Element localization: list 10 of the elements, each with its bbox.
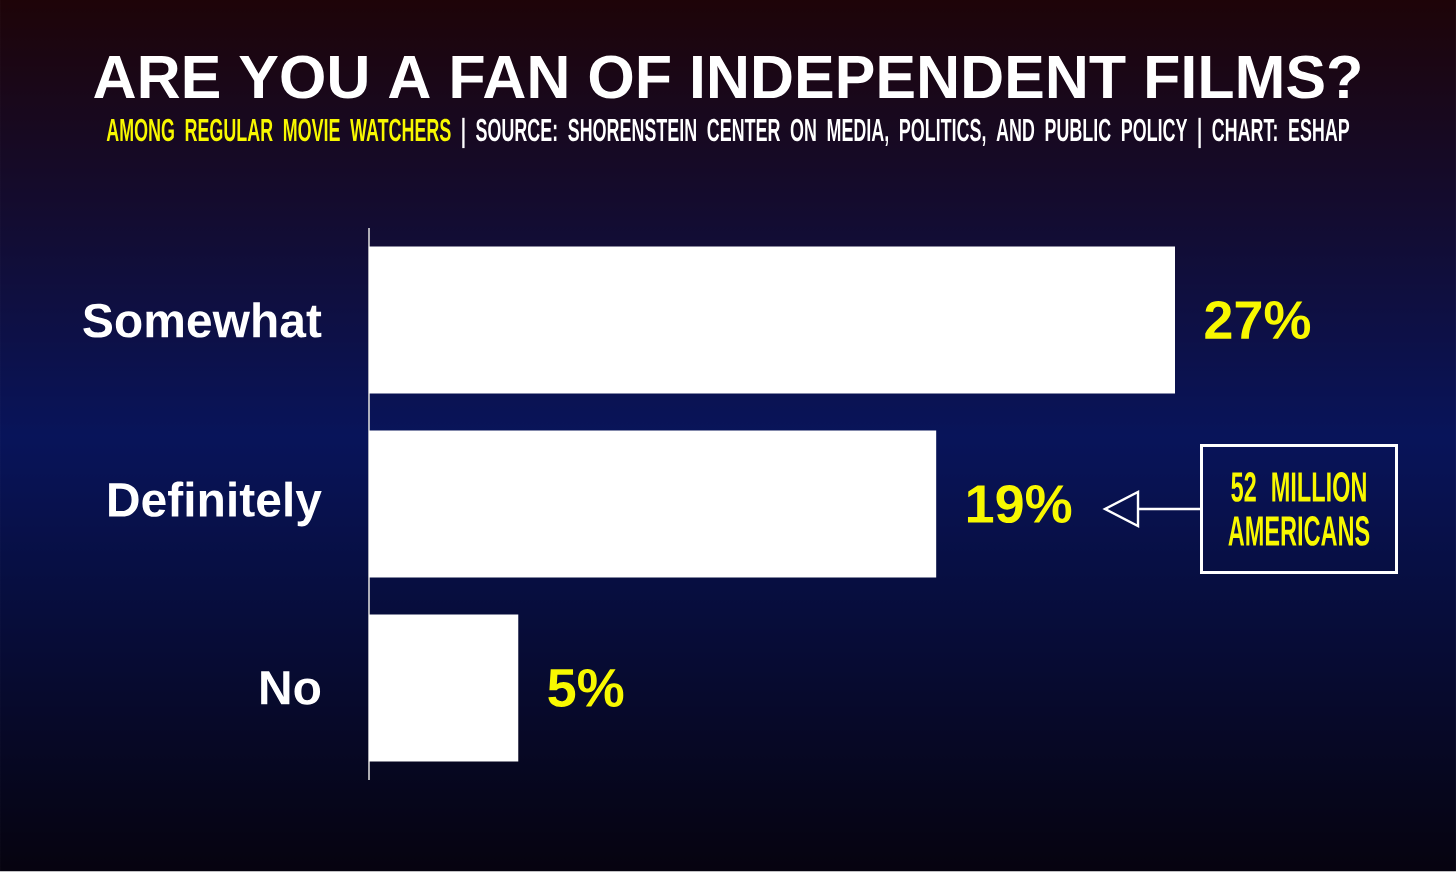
chart-subtitle: AMONG REGULAR MOVIE WATCHERS (106, 118, 451, 142)
y-tick-label: Definitely (109, 481, 322, 527)
data-label: 19% (967, 484, 1072, 524)
data-label: 5% (548, 668, 624, 708)
data-label: 27% (1205, 300, 1311, 340)
text: | SOURCE: SHORENSTEIN CENTER ON MEDIA, POLITICS, AND PUBLIC POLICY | CHART: ESHAP (462, 117, 1350, 149)
y-tick-label: No (261, 671, 321, 705)
chart-title: ARE YOU A FAN OF INDEPENDENT FILMS? (94, 55, 1360, 99)
text: 52 MILLION AMERICANS (1228, 472, 1370, 546)
y-tick-label: Somewhat (83, 302, 322, 338)
